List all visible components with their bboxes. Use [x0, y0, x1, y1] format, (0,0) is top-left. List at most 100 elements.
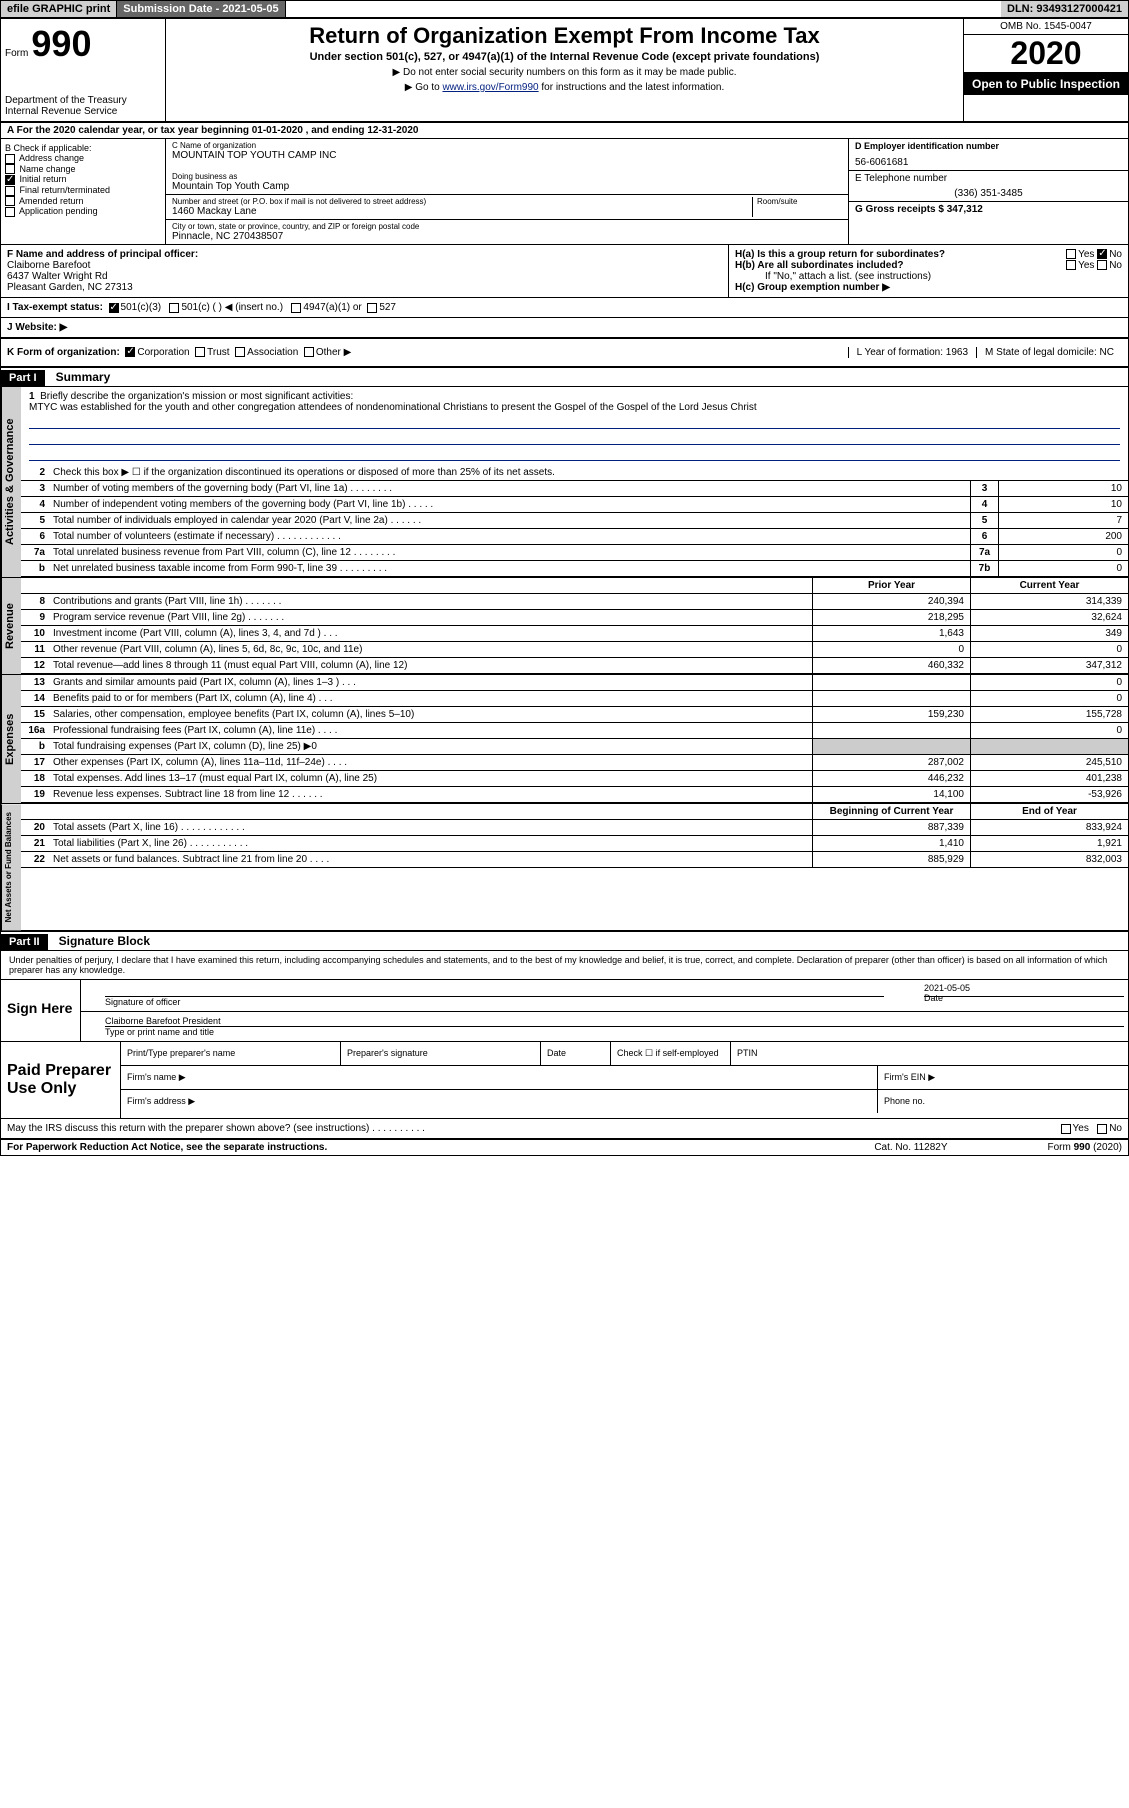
part1-header: Part I Summary	[1, 368, 1128, 387]
line-num: 6	[21, 529, 49, 544]
check-501c3[interactable]	[109, 303, 119, 313]
check-trust[interactable]	[195, 347, 205, 357]
opt-other: Other ▶	[316, 347, 351, 358]
street-address: 1460 Mackay Lane	[172, 206, 752, 217]
gov-section: Activities & Governance 1 Briefly descri…	[1, 387, 1128, 577]
dln-label: DLN: 93493127000421	[1001, 1, 1128, 17]
firm-name: Firm's name ▶	[121, 1066, 878, 1089]
check-name[interactable]	[5, 164, 15, 174]
sig-officer-label: Signature of officer	[105, 997, 180, 1007]
ha-no[interactable]	[1097, 249, 1107, 259]
line-prior: 885,929	[812, 852, 970, 867]
line-current: 32,624	[970, 610, 1128, 625]
opt-527: 527	[379, 302, 396, 313]
line-text: Contributions and grants (Part VIII, lin…	[49, 594, 812, 609]
header: Form 990 Department of the Treasury Inte…	[1, 19, 1128, 123]
prep-date-h: Date	[541, 1042, 611, 1065]
opt-final: Final return/terminated	[20, 185, 111, 195]
check-final[interactable]	[5, 186, 15, 196]
sig-date-label: Date	[924, 993, 943, 1003]
line-prior: 446,232	[812, 771, 970, 786]
line-b: b Net unrelated business taxable income …	[21, 561, 1128, 577]
line-text: Salaries, other compensation, employee b…	[49, 707, 812, 722]
sign-here-row: Sign Here Signature of officer 2021-05-0…	[1, 980, 1128, 1042]
section-d: D Employer identification number 56-6061…	[848, 139, 1128, 244]
opt-trust: Trust	[207, 347, 229, 358]
check-pending[interactable]	[5, 207, 15, 217]
city-label: City or town, state or province, country…	[172, 222, 842, 231]
f-label: F Name and address of principal officer:	[7, 249, 722, 260]
irs-link[interactable]: www.irs.gov/Form990	[442, 82, 538, 93]
check-4947[interactable]	[291, 303, 301, 313]
line-prior: 218,295	[812, 610, 970, 625]
hint2-pre: ▶ Go to	[405, 82, 443, 93]
line-box: 7a	[970, 545, 998, 560]
line-current: 245,510	[970, 755, 1128, 770]
phone: (336) 351-3485	[855, 188, 1122, 199]
ha-yes[interactable]	[1066, 249, 1076, 259]
form-word: Form	[5, 48, 28, 59]
prior-year-h: Prior Year	[812, 578, 970, 593]
line-current: 0	[970, 675, 1128, 690]
check-amended[interactable]	[5, 196, 15, 206]
line-box: 5	[970, 513, 998, 528]
discuss-yes[interactable]	[1061, 1124, 1071, 1134]
hb-yes[interactable]	[1066, 260, 1076, 270]
line-text: Program service revenue (Part VIII, line…	[49, 610, 812, 625]
line-num: 20	[21, 820, 49, 835]
current-year-h: Current Year	[970, 578, 1128, 593]
sig-date: 2021-05-05	[924, 983, 1124, 993]
line-20: 20 Total assets (Part X, line 16) . . . …	[21, 820, 1128, 836]
header-mid: Return of Organization Exempt From Incom…	[166, 19, 963, 121]
part1-num: Part I	[1, 370, 45, 386]
line-current: 155,728	[970, 707, 1128, 722]
check-assoc[interactable]	[235, 347, 245, 357]
line-text: Benefits paid to or for members (Part IX…	[49, 691, 812, 706]
form-number: 990	[31, 23, 91, 64]
no-1: No	[1109, 249, 1122, 260]
discuss-no[interactable]	[1097, 1124, 1107, 1134]
footer-cat: Cat. No. 11282Y	[874, 1142, 947, 1153]
hb-no[interactable]	[1097, 260, 1107, 270]
opt-address: Address change	[19, 153, 84, 163]
line-text: Investment income (Part VIII, column (A)…	[49, 626, 812, 641]
yes-1: Yes	[1078, 249, 1094, 260]
line-num: 22	[21, 852, 49, 867]
m-state: M State of legal domicile: NC	[976, 347, 1122, 358]
j-website: J Website: ▶	[1, 318, 1128, 339]
yes-2: Yes	[1078, 260, 1094, 271]
check-initial[interactable]	[5, 175, 15, 185]
discuss-text: May the IRS discuss this return with the…	[7, 1123, 425, 1134]
line-18: 18 Total expenses. Add lines 13–17 (must…	[21, 771, 1128, 787]
opt-initial: Initial return	[20, 174, 67, 184]
line-box: 4	[970, 497, 998, 512]
section-fh: F Name and address of principal officer:…	[1, 245, 1128, 298]
line-text: Grants and similar amounts paid (Part IX…	[49, 675, 812, 690]
check-corp[interactable]	[125, 347, 135, 357]
line-num: 18	[21, 771, 49, 786]
check-501c[interactable]	[169, 303, 179, 313]
line-num: 21	[21, 836, 49, 851]
line-current: 314,339	[970, 594, 1128, 609]
form-subtitle: Under section 501(c), 527, or 4947(a)(1)…	[170, 51, 959, 63]
dba-label: Doing business as	[172, 172, 842, 181]
check-address[interactable]	[5, 154, 15, 164]
section-bcd: B Check if applicable: Address change Na…	[1, 139, 1128, 245]
check-other[interactable]	[304, 347, 314, 357]
mission-text: MTYC was established for the youth and o…	[29, 402, 757, 413]
footer-form: Form 990 (2020)	[1048, 1142, 1122, 1153]
line-text: Total number of volunteers (estimate if …	[49, 529, 970, 544]
line-prior	[812, 739, 970, 754]
line-text: Number of independent voting members of …	[49, 497, 970, 512]
hc-label: H(c) Group exemption number ▶	[735, 282, 1122, 293]
line-box: 6	[970, 529, 998, 544]
prep-ptin-h: PTIN	[731, 1042, 1128, 1065]
line-num: 13	[21, 675, 49, 690]
d-label: D Employer identification number	[855, 141, 1122, 151]
line-num: 15	[21, 707, 49, 722]
side-gov: Activities & Governance	[1, 387, 21, 577]
check-527[interactable]	[367, 303, 377, 313]
dept-label: Department of the Treasury Internal Reve…	[5, 95, 161, 117]
opt-4947: 4947(a)(1) or	[303, 302, 361, 313]
part2-num: Part II	[1, 934, 48, 950]
